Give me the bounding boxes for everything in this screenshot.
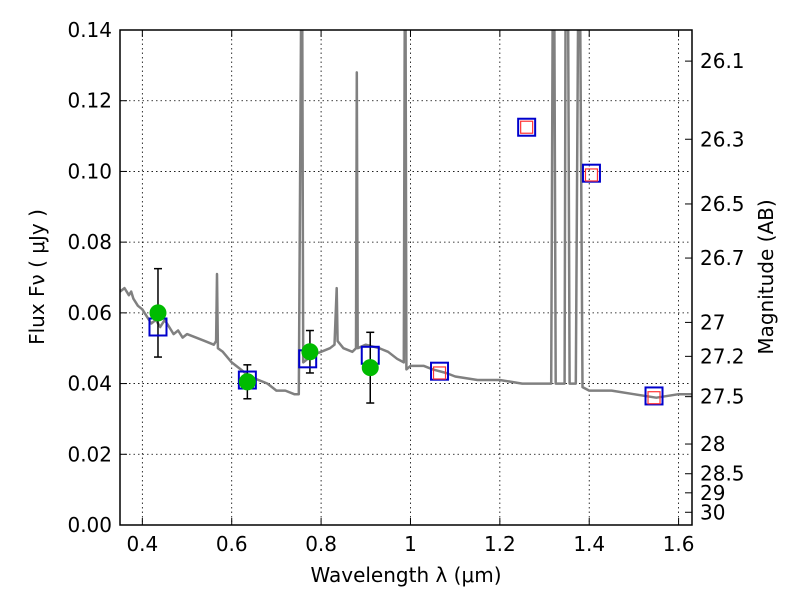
x-axis-label: Wavelength λ (μm)	[310, 563, 501, 587]
red-square-marker	[584, 168, 599, 182]
blue-square-marker	[517, 117, 537, 137]
x-tick-label: 0.8	[305, 532, 337, 556]
y-tick-label: 0.06	[67, 301, 112, 325]
y-tick-label: 0.10	[67, 159, 112, 183]
right-tick-label: 27.5	[700, 385, 745, 409]
right-tick-label: 27.2	[700, 344, 745, 368]
red-square-marker	[520, 120, 534, 134]
x-tick-label: 1	[404, 532, 417, 556]
right-tick-label: 26.5	[700, 192, 745, 216]
x-tick-label: 0.6	[216, 532, 248, 556]
blue-square-marker	[644, 386, 664, 406]
green-data-point	[301, 343, 319, 361]
x-tick-label: 0.4	[126, 532, 158, 556]
right-tick-label: 30	[700, 500, 725, 524]
right-tick-label: 26.7	[700, 246, 745, 270]
x-tick-label: 1.4	[573, 532, 605, 556]
plot-area	[120, 30, 692, 399]
right-tick-label: 28	[700, 432, 725, 456]
right-tick-label: 26.1	[700, 49, 745, 73]
sed-model-line	[120, 30, 692, 399]
right-tick-label: 27	[700, 310, 725, 334]
red-square-marker	[647, 391, 661, 405]
x-tick-label: 1.2	[484, 532, 516, 556]
green-data-point	[361, 359, 379, 377]
right-tick-label: 28.5	[700, 462, 745, 486]
y-tick-label: 0.00	[67, 513, 112, 537]
y-tick-label: 0.12	[67, 89, 112, 113]
right-axis-label: Magnitude (AB)	[754, 199, 778, 354]
right-tick-label: 29	[700, 481, 725, 505]
x-tick-label: 1.6	[663, 532, 695, 556]
y-tick-label: 0.04	[67, 372, 112, 396]
red-square-marker	[432, 366, 447, 380]
blue-square-marker	[581, 163, 601, 183]
green-data-point	[149, 304, 167, 322]
right-tick-label: 26.3	[700, 127, 745, 151]
y-tick-label: 0.02	[67, 442, 112, 466]
y-tick-label: 0.14	[67, 18, 112, 42]
y-tick-label: 0.08	[67, 230, 112, 254]
green-data-point	[238, 373, 256, 391]
blue-square-marker	[430, 361, 450, 381]
y-axis-label: Flux Fν ( μJy )	[25, 209, 49, 345]
plot-frame	[119, 29, 693, 526]
